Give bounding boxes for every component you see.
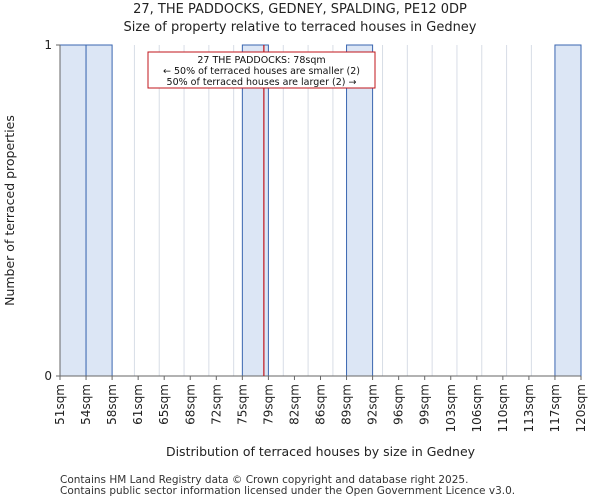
chart-title: 27, THE PADDOCKS, GEDNEY, SPALDING, PE12… <box>133 2 467 17</box>
x-tick-label: 58sqm <box>105 384 119 425</box>
x-tick-label: 54sqm <box>79 384 93 425</box>
x-axis-label: Distribution of terraced houses by size … <box>166 444 476 459</box>
y-tick-labels: 01 <box>44 38 60 383</box>
x-tick-label: 99sqm <box>418 384 432 425</box>
bar-54sqm <box>85 44 113 377</box>
x-tick-label: 82sqm <box>287 384 301 425</box>
footer-copyright: Contains HM Land Registry data © Crown c… <box>60 474 469 486</box>
axes <box>59 45 581 377</box>
bars <box>59 44 582 377</box>
x-tick-label: 65sqm <box>157 384 171 425</box>
x-tick-label: 89sqm <box>340 384 354 425</box>
y-axis-label: Number of terraced properties <box>2 115 17 306</box>
grid-lines <box>59 45 582 376</box>
x-tick-label: 72sqm <box>209 384 223 425</box>
x-tick-label: 106sqm <box>470 384 484 432</box>
x-tick-labels: 51sqm 54sqm 58sqm 61sqm 65sqm 68sqm 72sqm 75sqm… <box>53 376 588 432</box>
x-tick-label: 51sqm <box>53 384 67 425</box>
bar-75sqm <box>241 44 269 377</box>
annotation-line-3: 50% of terraced houses are larger (2) → <box>167 77 357 88</box>
x-tick-label: 117sqm <box>548 384 562 432</box>
x-tick-label: 79sqm <box>261 384 275 425</box>
bar-89sqm <box>346 44 374 377</box>
footer-licence: Contains public sector information licen… <box>60 485 516 497</box>
chart-subtitle: Size of property relative to terraced ho… <box>123 20 477 35</box>
x-tick-label: 86sqm <box>314 384 328 425</box>
bar-117sqm <box>554 44 582 377</box>
bar-51sqm <box>59 44 87 377</box>
x-tick-label: 103sqm <box>444 384 458 432</box>
x-tick-label: 68sqm <box>183 384 197 425</box>
x-tick-label: 110sqm <box>496 384 510 432</box>
x-tick-label: 96sqm <box>392 384 406 425</box>
x-tick-label: 75sqm <box>235 384 249 425</box>
annotation-line-1: 27 THE PADDOCKS: 78sqm <box>197 55 325 66</box>
annotation-frame <box>147 51 376 89</box>
x-tick-label: 92sqm <box>366 384 380 425</box>
annotation-line-2: ← 50% of terraced houses are smaller (2) <box>163 66 360 77</box>
x-tick-label: 61sqm <box>131 384 145 425</box>
annotation-box: 27 THE PADDOCKS: 78sqm ← 50% of terraced… <box>147 51 376 89</box>
bar-chart: 51sqm 54sqm 58sqm 61sqm 65sqm 68sqm 72sqm 75sqm… <box>2 38 588 459</box>
y-tick-label: 0 <box>44 369 52 383</box>
x-tick-label: 113sqm <box>522 384 536 432</box>
y-tick-label: 1 <box>44 38 52 52</box>
x-tick-label: 120sqm <box>574 384 588 432</box>
